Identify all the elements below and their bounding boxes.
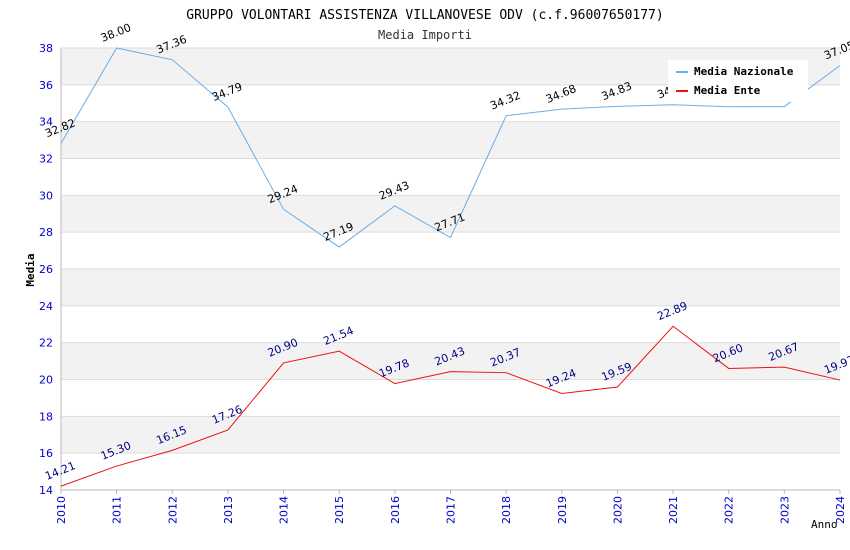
x-tick-label: 2017 bbox=[445, 496, 458, 524]
plot-band bbox=[61, 269, 840, 306]
y-tick-label: 20 bbox=[39, 374, 53, 387]
series-lines bbox=[60, 47, 841, 487]
x-tick-label: 2015 bbox=[333, 496, 346, 524]
y-tick-label: 16 bbox=[39, 447, 53, 460]
x-tick-label: 2019 bbox=[556, 496, 569, 524]
y-tick-label: 32 bbox=[39, 153, 53, 166]
x-tick-label: 2024 bbox=[834, 496, 847, 524]
plot-band bbox=[61, 158, 840, 196]
legend-box bbox=[668, 60, 808, 102]
plot-band bbox=[61, 195, 840, 233]
plot-band bbox=[61, 121, 840, 159]
y-tick-label: 34 bbox=[39, 116, 53, 129]
x-tick-label: 2011 bbox=[111, 496, 124, 524]
plot-band bbox=[61, 305, 840, 343]
x-tick-label: 2012 bbox=[166, 496, 179, 524]
plot-band bbox=[61, 453, 840, 490]
legend: Media Nazionale Media Ente bbox=[668, 60, 808, 102]
legend-label-nazionale: Media Nazionale bbox=[694, 65, 794, 78]
chart-title: GRUPPO VOLONTARI ASSISTENZA VILLANOVESE … bbox=[186, 8, 663, 23]
plot-band bbox=[61, 342, 840, 380]
plot-band bbox=[61, 232, 840, 269]
y-tick-label: 28 bbox=[39, 226, 53, 239]
y-tick-label: 36 bbox=[39, 79, 53, 92]
y-axis-ticks: 14 16 18 20 22 24 26 28 30 32 34 36 38 bbox=[39, 42, 53, 497]
x-tick-label: 2022 bbox=[723, 496, 736, 524]
x-axis-ticks: 2010 2011 2012 2013 2014 2015 2016 2017 2018 2019… bbox=[55, 490, 847, 524]
x-tick-label: 2013 bbox=[222, 496, 235, 524]
data-label: 38.00 bbox=[99, 21, 133, 45]
x-tick-label: 2021 bbox=[667, 496, 680, 524]
y-tick-label: 38 bbox=[39, 42, 53, 55]
x-tick-label: 2010 bbox=[55, 496, 68, 524]
x-tick-label: 2018 bbox=[500, 496, 513, 524]
plot-band bbox=[61, 416, 840, 454]
y-tick-label: 24 bbox=[39, 300, 53, 313]
y-tick-label: 22 bbox=[39, 337, 53, 350]
plot-band bbox=[61, 379, 840, 417]
x-tick-label: 2020 bbox=[611, 496, 624, 524]
y-tick-label: 30 bbox=[39, 189, 53, 202]
x-tick-label: 2016 bbox=[389, 496, 402, 524]
y-tick-label: 26 bbox=[39, 263, 53, 276]
x-axis-label: Anno bbox=[811, 518, 838, 531]
y-tick-label: 18 bbox=[39, 410, 53, 423]
x-tick-label: 2014 bbox=[278, 496, 291, 524]
plot-background-bands bbox=[61, 48, 840, 490]
x-tick-label: 2023 bbox=[778, 496, 791, 524]
y-axis-label: Media bbox=[24, 253, 37, 286]
chart-subtitle: Media Importi bbox=[378, 28, 472, 42]
y-tick-label: 14 bbox=[39, 484, 53, 497]
legend-label-ente: Media Ente bbox=[694, 84, 761, 97]
